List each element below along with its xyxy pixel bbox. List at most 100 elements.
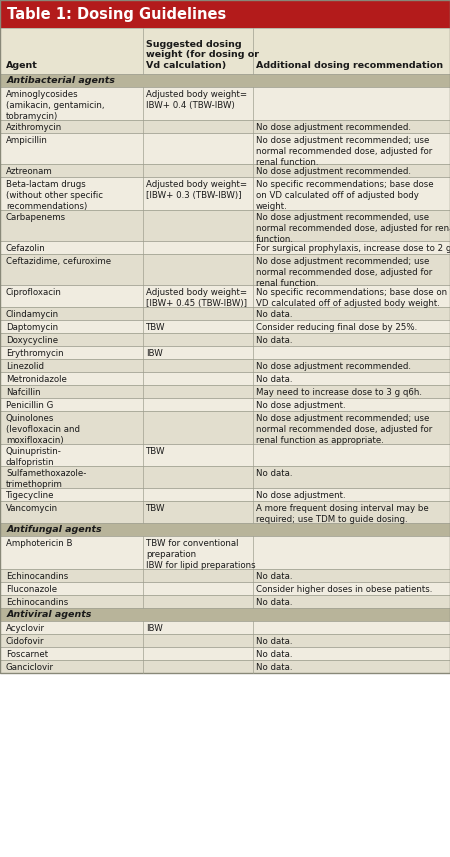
Text: Cefazolin: Cefazolin [6,244,46,253]
Bar [0,660,450,673]
Text: Antibacterial agents: Antibacterial agents [7,76,116,85]
Text: Antiviral agents: Antiviral agents [7,610,92,619]
Text: Adjusted body weight=
[IBW+ 0.45 (TBW-IBW)]: Adjusted body weight= [IBW+ 0.45 (TBW-IB… [146,288,247,308]
Text: No data.: No data. [256,663,292,672]
Text: No data.: No data. [256,469,292,478]
Text: No data.: No data. [256,637,292,646]
Bar [0,536,450,569]
Text: Linezolid: Linezolid [6,362,44,371]
Bar [0,120,450,133]
Bar [0,488,450,501]
Bar [0,346,450,359]
Text: No data.: No data. [256,650,292,659]
Bar [0,608,450,621]
Text: Ganciclovir: Ganciclovir [6,663,54,672]
Bar [0,634,450,647]
Bar [0,444,450,466]
Text: Adjusted body weight=
IBW+ 0.4 (TBW-IBW): Adjusted body weight= IBW+ 0.4 (TBW-IBW) [146,90,247,110]
Bar [0,647,450,660]
Text: Tigecycline: Tigecycline [6,491,54,500]
Bar [0,210,450,241]
Text: No specific recommendations; base dose on
VD calculated off of adjusted body wei: No specific recommendations; base dose o… [256,288,447,308]
Bar [0,333,450,346]
Text: A more frequent dosing interval may be
required; use TDM to guide dosing.: A more frequent dosing interval may be r… [256,504,429,524]
Bar [0,133,450,164]
Text: May need to increase dose to 3 g q6h.: May need to increase dose to 3 g q6h. [256,388,422,397]
Text: Antifungal agents: Antifungal agents [7,525,103,534]
Text: No dose adjustment recommended.: No dose adjustment recommended. [256,362,411,371]
Text: No data.: No data. [256,375,292,384]
Text: No dose adjustment recommended; use
normal recommended dose, adjusted for
renal : No dose adjustment recommended; use norm… [256,136,432,166]
Bar [0,523,450,536]
Text: Adjusted body weight=
[IBW+ 0.3 (TBW-IBW)]: Adjusted body weight= [IBW+ 0.3 (TBW-IBW… [146,180,247,200]
Text: Doxycycline: Doxycycline [6,336,58,345]
Text: TBW: TBW [146,323,166,332]
Bar [0,320,450,333]
Text: Consider higher doses in obese patients.: Consider higher doses in obese patients. [256,585,432,594]
Text: Acyclovir: Acyclovir [6,624,45,633]
Text: For surgical prophylaxis, increase dose to 2 g.: For surgical prophylaxis, increase dose … [256,244,450,253]
Bar [0,372,450,385]
Text: Quinolones
(levofloxacin and
moxifloxacin): Quinolones (levofloxacin and moxifloxaci… [6,414,80,445]
Bar [0,87,450,120]
Text: No dose adjustment recommended.: No dose adjustment recommended. [256,167,411,176]
Text: Carbapenems: Carbapenems [6,213,66,222]
Text: Foscarnet: Foscarnet [6,650,48,659]
Bar [0,177,450,210]
Text: No specific recommendations; base dose
on VD calculated off of adjusted body
wei: No specific recommendations; base dose o… [256,180,434,211]
Bar [0,241,450,254]
Text: Beta-lactam drugs
(without other specific
recommendations): Beta-lactam drugs (without other specifi… [6,180,103,211]
Text: TBW: TBW [146,447,166,456]
Text: Ceftazidime, cefuroxime: Ceftazidime, cefuroxime [6,257,111,266]
Bar [0,254,450,285]
Text: No dose adjustment.: No dose adjustment. [256,491,346,500]
Text: No dose adjustment recommended; use
normal recommended dose, adjusted for
renal : No dose adjustment recommended; use norm… [256,257,432,287]
Bar [0,0,450,673]
Bar [0,285,450,307]
Text: No data.: No data. [256,310,292,319]
Text: No dose adjustment recommended.: No dose adjustment recommended. [256,123,411,132]
Bar [0,164,450,177]
Text: Metronidazole: Metronidazole [6,375,67,384]
Text: IBW: IBW [146,349,163,358]
Text: TBW for conventional
preparation
IBW for lipid preparations: TBW for conventional preparation IBW for… [146,539,256,570]
Bar [0,359,450,372]
Bar [0,385,450,398]
Bar [0,28,450,74]
Text: No data.: No data. [256,336,292,345]
Text: Daptomycin: Daptomycin [6,323,58,332]
Bar [0,307,450,320]
Text: Nafcillin: Nafcillin [6,388,40,397]
Text: Additional dosing recommendation: Additional dosing recommendation [256,61,443,70]
Text: Azithromycin: Azithromycin [6,123,62,132]
Text: Amphotericin B: Amphotericin B [6,539,72,548]
Text: Erythromycin: Erythromycin [6,349,63,358]
Bar [0,466,450,488]
Bar [0,398,450,411]
Text: Vancomycin: Vancomycin [6,504,58,513]
Text: No dose adjustment.: No dose adjustment. [256,401,346,410]
Text: Consider reducing final dose by 25%.: Consider reducing final dose by 25%. [256,323,417,332]
Text: Table 1: Dosing Guidelines: Table 1: Dosing Guidelines [7,7,226,21]
Text: Echinocandins: Echinocandins [6,598,68,607]
Text: TBW: TBW [146,504,166,513]
Text: No data.: No data. [256,598,292,607]
Text: Quinupristin-
dalfopristin: Quinupristin- dalfopristin [6,447,62,467]
Text: Aminoglycosides
(amikacin, gentamicin,
tobramycin): Aminoglycosides (amikacin, gentamicin, t… [6,90,104,121]
Bar [0,595,450,608]
Text: IBW: IBW [146,624,163,633]
Text: Ampicillin: Ampicillin [6,136,48,145]
Text: Sulfamethoxazole-
trimethoprim: Sulfamethoxazole- trimethoprim [6,469,86,488]
Text: Echinocandins: Echinocandins [6,572,68,581]
Text: Cidofovir: Cidofovir [6,637,45,646]
Text: Agent: Agent [6,61,38,70]
Text: Aztreonam: Aztreonam [6,167,53,176]
Text: No data.: No data. [256,572,292,581]
Bar [0,501,450,523]
Text: No dose adjustment recommended, use
normal recommended dose, adjusted for renal
: No dose adjustment recommended, use norm… [256,213,450,243]
Bar [0,74,450,87]
Bar [0,411,450,444]
Bar [0,621,450,634]
Bar [0,569,450,582]
Text: Clindamycin: Clindamycin [6,310,59,319]
